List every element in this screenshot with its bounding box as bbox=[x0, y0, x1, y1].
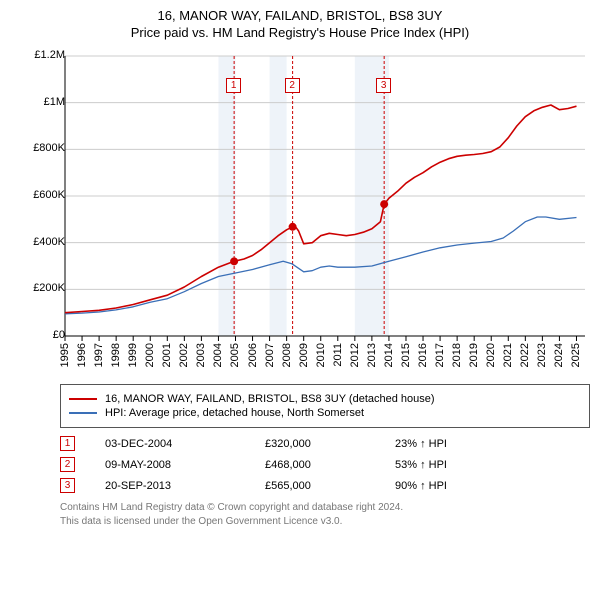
x-axis-label: 2012 bbox=[349, 343, 361, 367]
sale-vs-hpi: 90% ↑ HPI bbox=[395, 480, 555, 492]
y-axis-label: £1M bbox=[44, 96, 65, 108]
x-axis-label: 1997 bbox=[93, 343, 105, 367]
legend-swatch bbox=[69, 412, 97, 414]
x-axis-label: 2020 bbox=[485, 343, 497, 367]
x-axis-label: 1995 bbox=[59, 343, 71, 367]
x-axis-label: 2003 bbox=[195, 343, 207, 367]
x-axis-label: 2000 bbox=[144, 343, 156, 367]
y-axis-label: £0 bbox=[53, 329, 65, 341]
chart-sale-marker: 1 bbox=[226, 78, 241, 93]
footer: Contains HM Land Registry data © Crown c… bbox=[60, 501, 590, 528]
x-axis-label: 2005 bbox=[229, 343, 241, 367]
x-axis-label: 2008 bbox=[281, 343, 293, 367]
y-axis-label: £1.2M bbox=[34, 49, 65, 61]
page-subtitle: Price paid vs. HM Land Registry's House … bbox=[10, 25, 590, 40]
x-axis-label: 2025 bbox=[570, 343, 582, 367]
x-axis-label: 1998 bbox=[110, 343, 122, 367]
sales-row: 3 20-SEP-2013£565,00090% ↑ HPI bbox=[60, 478, 590, 493]
x-axis-label: 2004 bbox=[212, 343, 224, 367]
footer-line: Contains HM Land Registry data © Crown c… bbox=[60, 501, 590, 515]
x-axis-label: 2021 bbox=[502, 343, 514, 367]
legend: 16, MANOR WAY, FAILAND, BRISTOL, BS8 3UY… bbox=[60, 384, 590, 428]
sales-table: 1 03-DEC-2004£320,00023% ↑ HPI 2 09-MAY-200… bbox=[60, 436, 590, 493]
x-axis-label: 2009 bbox=[298, 343, 310, 367]
y-axis-label: £200K bbox=[33, 282, 65, 294]
x-axis-label: 2006 bbox=[247, 343, 259, 367]
x-axis-label: 2023 bbox=[536, 343, 548, 367]
page-title: 16, MANOR WAY, FAILAND, BRISTOL, BS8 3UY bbox=[10, 8, 590, 23]
x-axis-label: 2015 bbox=[400, 343, 412, 367]
legend-label: 16, MANOR WAY, FAILAND, BRISTOL, BS8 3UY… bbox=[105, 393, 435, 405]
x-axis-label: 2007 bbox=[264, 343, 276, 367]
legend-label: HPI: Average price, detached house, Nort… bbox=[105, 407, 364, 419]
x-axis-label: 1999 bbox=[127, 343, 139, 367]
sale-price: £320,000 bbox=[265, 438, 395, 450]
x-axis-label: 2001 bbox=[161, 343, 173, 367]
sale-date: 20-SEP-2013 bbox=[105, 480, 265, 492]
y-axis-label: £800K bbox=[33, 142, 65, 154]
footer-line: This data is licensed under the Open Gov… bbox=[60, 515, 590, 529]
sale-index: 2 bbox=[60, 457, 75, 472]
chart-svg bbox=[10, 48, 590, 378]
legend-swatch bbox=[69, 398, 97, 400]
chart-sale-marker: 2 bbox=[285, 78, 300, 93]
x-axis-label: 2010 bbox=[315, 343, 327, 367]
sale-vs-hpi: 53% ↑ HPI bbox=[395, 459, 555, 471]
sales-row: 2 09-MAY-2008£468,00053% ↑ HPI bbox=[60, 457, 590, 472]
sale-date: 03-DEC-2004 bbox=[105, 438, 265, 450]
sale-date: 09-MAY-2008 bbox=[105, 459, 265, 471]
x-axis-label: 2022 bbox=[519, 343, 531, 367]
sales-row: 1 03-DEC-2004£320,00023% ↑ HPI bbox=[60, 436, 590, 451]
legend-row-hpi: HPI: Average price, detached house, Nort… bbox=[69, 407, 581, 419]
chart-sale-marker: 3 bbox=[376, 78, 391, 93]
x-axis-label: 2016 bbox=[417, 343, 429, 367]
x-axis-label: 1996 bbox=[76, 343, 88, 367]
sale-price: £565,000 bbox=[265, 480, 395, 492]
y-axis-label: £400K bbox=[33, 236, 65, 248]
legend-row-property: 16, MANOR WAY, FAILAND, BRISTOL, BS8 3UY… bbox=[69, 393, 581, 405]
x-axis-label: 2002 bbox=[178, 343, 190, 367]
x-axis-label: 2019 bbox=[468, 343, 480, 367]
x-axis-label: 2014 bbox=[383, 343, 395, 367]
x-axis-label: 2018 bbox=[451, 343, 463, 367]
y-axis-label: £600K bbox=[33, 189, 65, 201]
x-axis-label: 2011 bbox=[332, 343, 344, 367]
x-axis-label: 2013 bbox=[366, 343, 378, 367]
sale-vs-hpi: 23% ↑ HPI bbox=[395, 438, 555, 450]
x-axis-label: 2017 bbox=[434, 343, 446, 367]
price-chart: £0 £200K £400K £600K £800K £1M £1.2M 1995 1996 19… bbox=[10, 48, 590, 378]
x-axis-label: 2024 bbox=[553, 343, 565, 367]
sale-index: 3 bbox=[60, 478, 75, 493]
sale-price: £468,000 bbox=[265, 459, 395, 471]
sale-index: 1 bbox=[60, 436, 75, 451]
